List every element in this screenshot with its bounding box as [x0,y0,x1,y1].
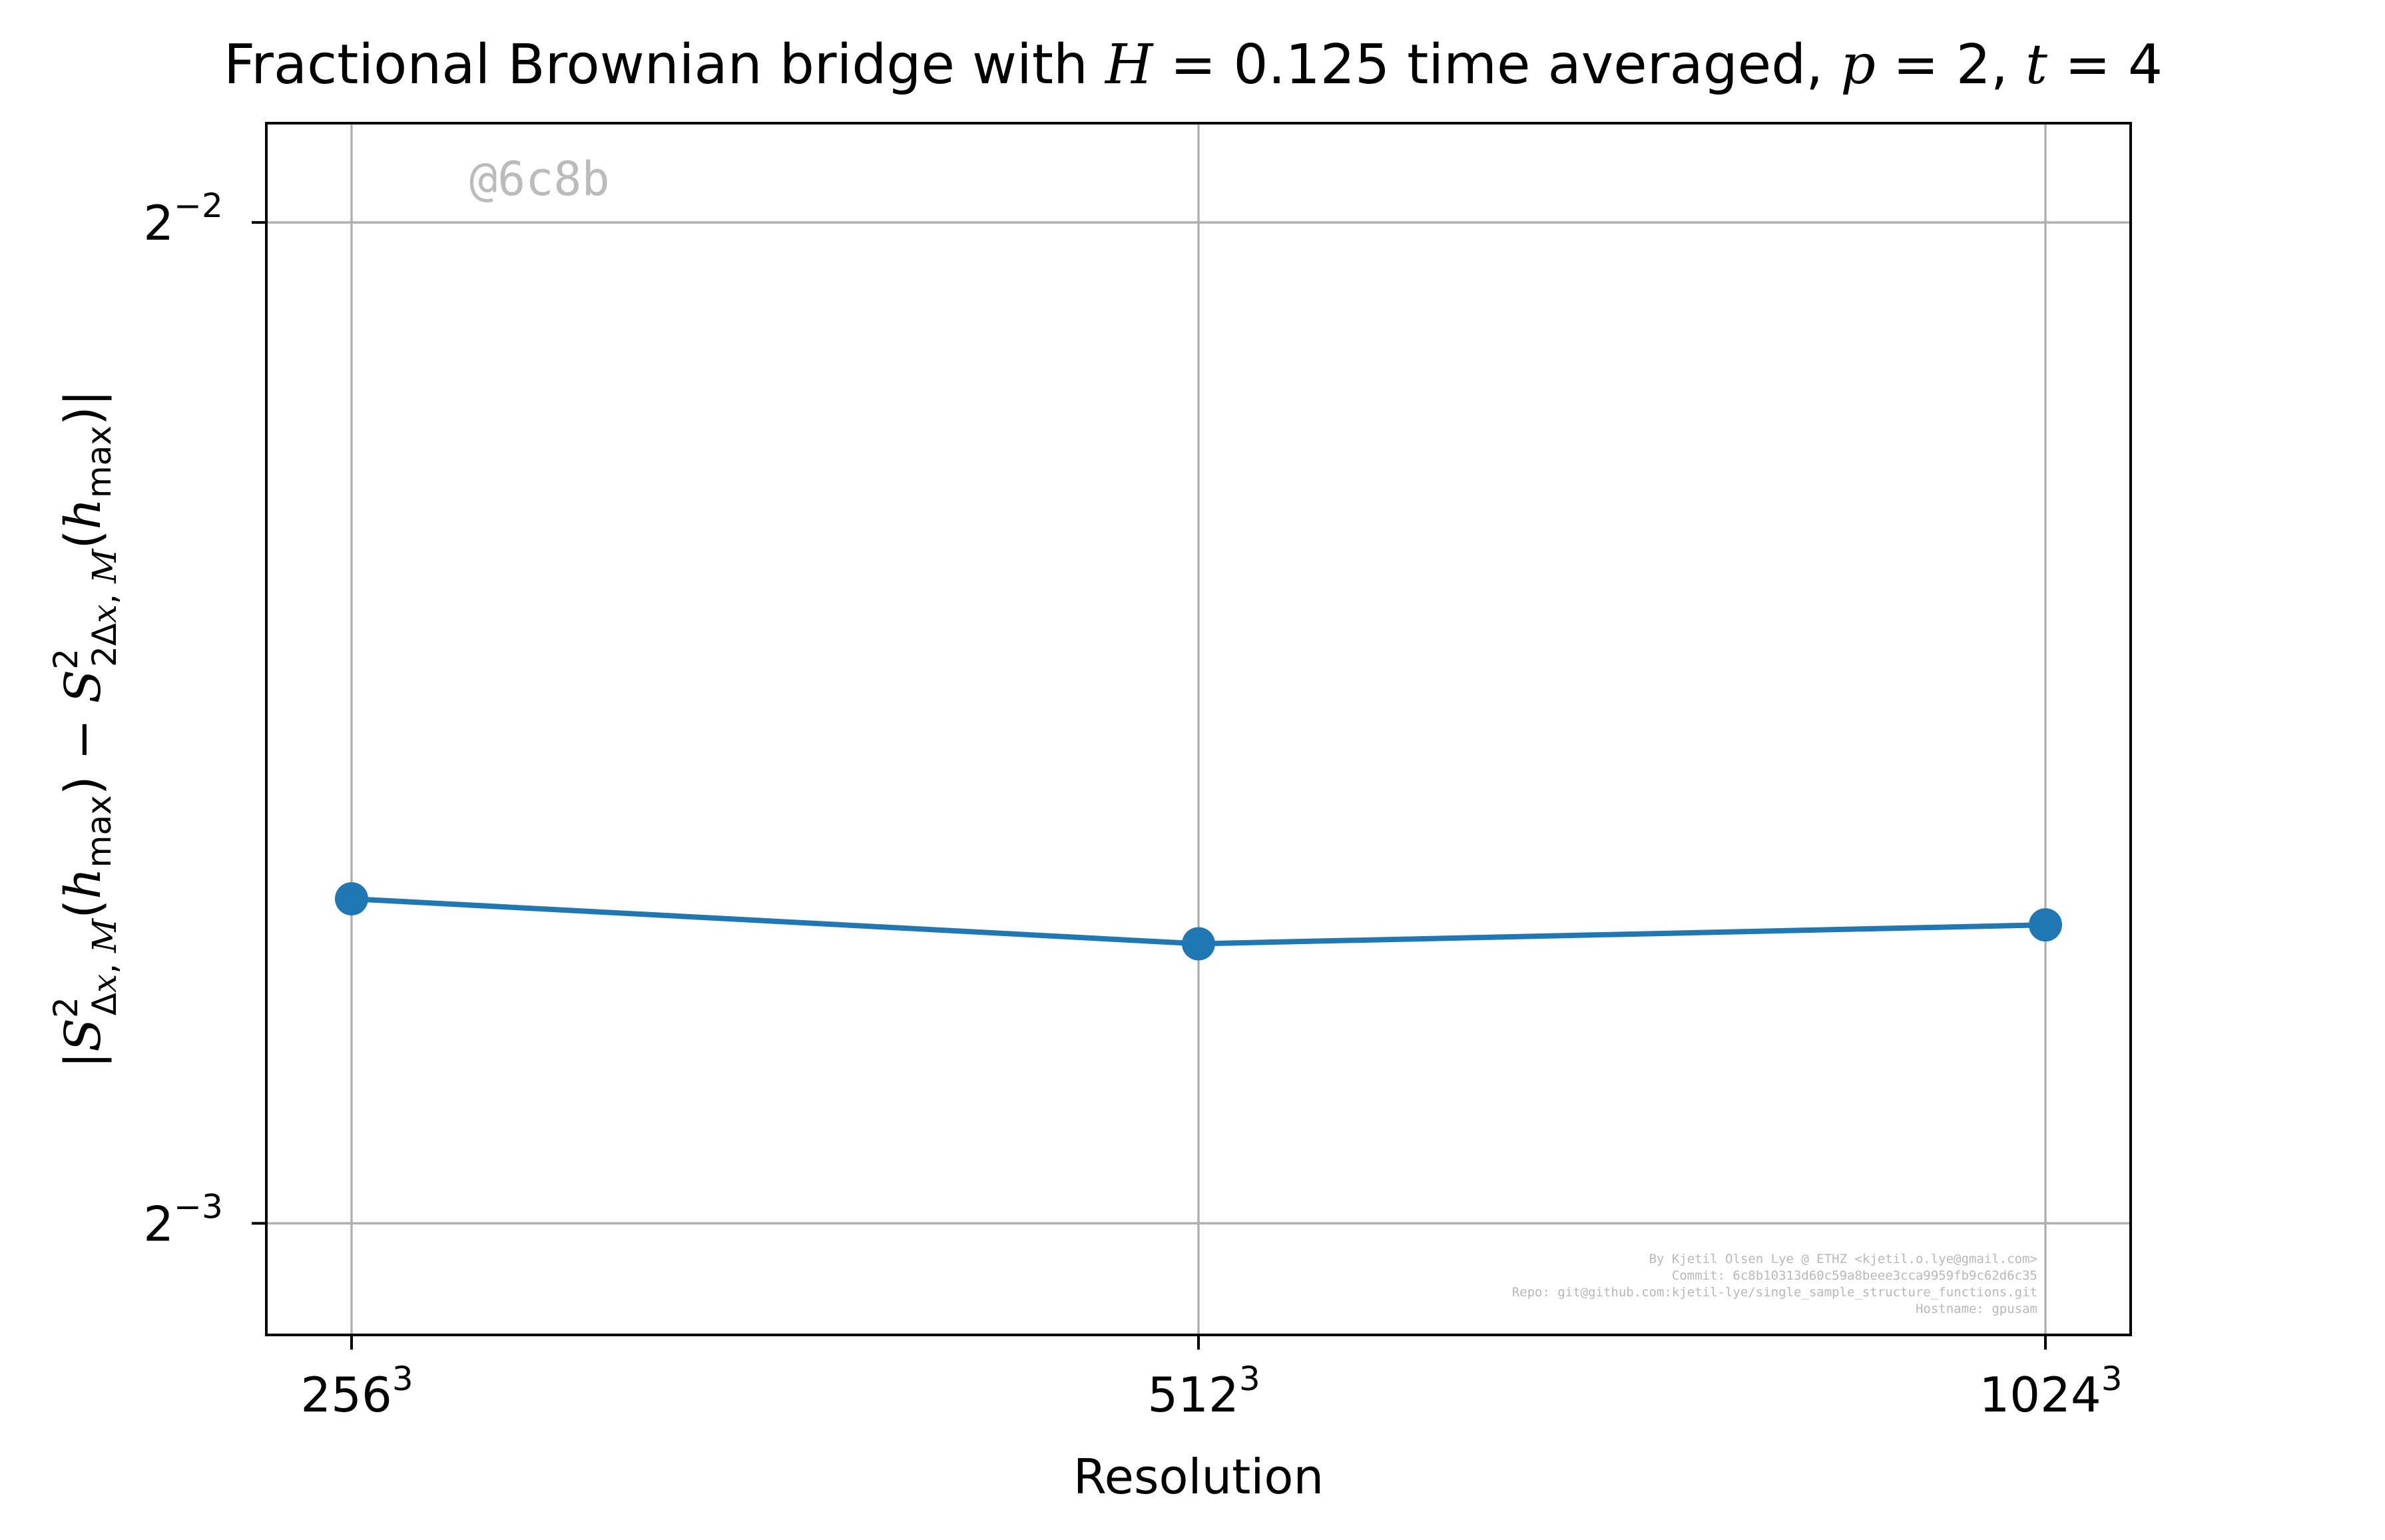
watermark-label: @6c8b [469,152,610,206]
footer-credit-line: Hostname: gpusam [1916,1302,2037,1316]
x-tick-label: 10243 [1979,1360,2122,1423]
data-point-marker [2029,908,2062,942]
data-point-marker [1182,927,1215,961]
plot-frame [265,122,2132,1336]
footer-credit-line: Repo: git@github.com:kjetil-lye/single_s… [1512,1285,2037,1300]
x-tick-label: 5123 [1147,1360,1260,1423]
chart-title: Fractional Brownian bridge with H = 0.12… [224,33,2163,97]
footer-credits: By Kjetil Olsen Lye @ ETHZ <kjetil.o.lye… [1512,1252,2037,1316]
axis-ticks: 2563 5123 10243 2−2 2−3 [143,186,2122,1423]
grid-lines [266,123,2131,1335]
data-series [335,882,2062,961]
x-tick-label: 2563 [300,1360,413,1423]
footer-credit-line: Commit: 6c8b10313d60c59a8beee3cca9959fb9… [1672,1268,2037,1283]
y-axis-label: |S2Δx, M(hmax) − S22Δx, M(hmax)| [47,389,124,1068]
y-tick-label: 2−2 [143,186,223,251]
data-point-marker [335,882,368,915]
y-tick-label: 2−3 [143,1187,223,1252]
footer-credit-line: By Kjetil Olsen Lye @ ETHZ <kjetil.o.lye… [1649,1252,2037,1266]
x-axis-label: Resolution [1073,1449,1324,1505]
